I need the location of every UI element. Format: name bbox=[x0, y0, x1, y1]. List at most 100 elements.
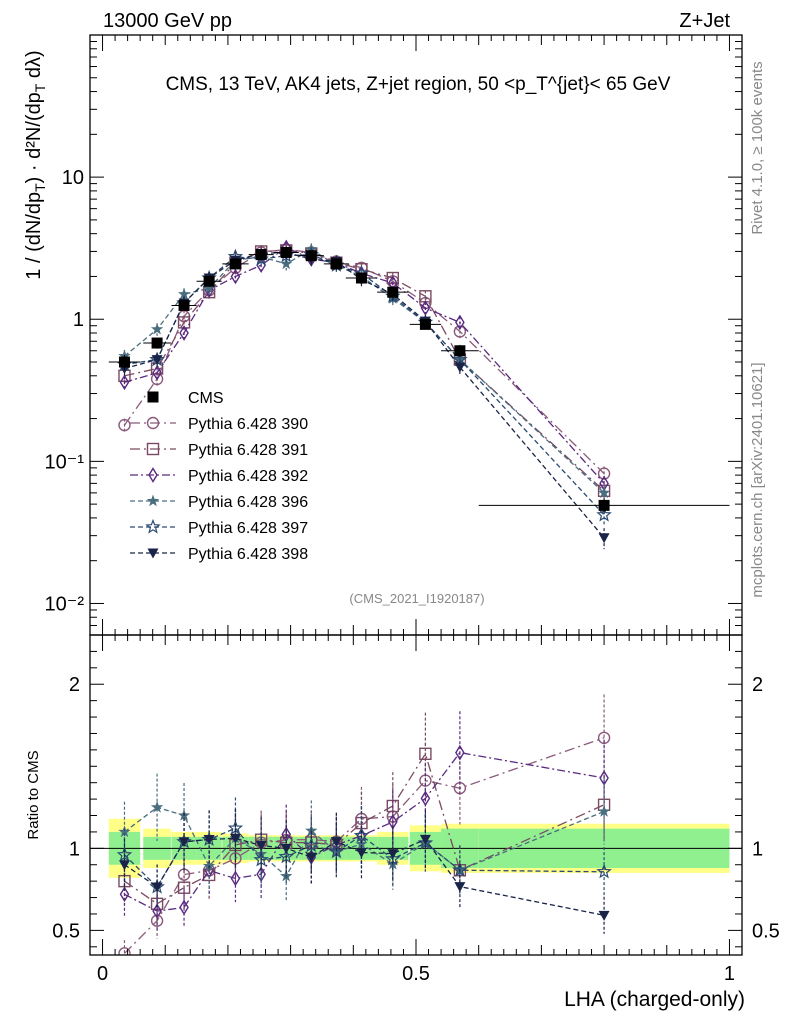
legend-entry-data: CMS bbox=[147, 390, 224, 407]
series-point-2-2 bbox=[179, 325, 189, 341]
series-point-0-0 bbox=[118, 418, 131, 432]
data-point-6 bbox=[280, 246, 292, 258]
xtick-label-1: 0.5 bbox=[402, 963, 430, 985]
data-point-1 bbox=[151, 337, 163, 349]
data-point-4 bbox=[229, 258, 241, 270]
series-point-3-1 bbox=[150, 322, 164, 335]
ytick-label-1: 10⁻¹ bbox=[45, 451, 85, 473]
legend-label-2: Pythia 6.428 392 bbox=[188, 468, 308, 485]
series-point-2-4 bbox=[230, 268, 241, 285]
legend-label-5: Pythia 6.428 398 bbox=[188, 546, 308, 563]
series-point-4-13 bbox=[596, 506, 612, 522]
mcplots-label: mcplots.cern.ch [arXiv:2401.10621] bbox=[749, 362, 766, 597]
main-panel: 10⁻² 10⁻¹ 1 10 bbox=[45, 34, 743, 636]
legend-marker-2 bbox=[148, 467, 158, 483]
data-point-8 bbox=[330, 258, 342, 270]
data-point-13 bbox=[598, 499, 610, 511]
legend-entry-1: Pythia 6.428 391 bbox=[130, 442, 308, 459]
legend-entry-2: Pythia 6.428 392 bbox=[130, 467, 308, 485]
ratio-point-1-11 bbox=[419, 747, 432, 760]
legend: CMS Pythia 6.428 390 Pythia 6.428 391 Pythi… bbox=[130, 390, 308, 563]
ratio-point-5-1 bbox=[151, 882, 163, 893]
legend-entry-3: Pythia 6.428 396 bbox=[130, 494, 308, 511]
energy-label: 13000 GeV pp bbox=[103, 10, 232, 32]
ratio-point-4-0 bbox=[116, 846, 133, 862]
data-point-2 bbox=[178, 299, 190, 311]
xtick-label-2: 1 bbox=[724, 963, 735, 985]
data-point-10 bbox=[387, 286, 399, 298]
ratio-point-5-10 bbox=[387, 849, 399, 860]
series-point-3-13 bbox=[597, 486, 611, 499]
ratio-point-5-0 bbox=[118, 860, 130, 871]
series-point-5-13 bbox=[598, 533, 610, 544]
ratio-point-5-6 bbox=[280, 843, 292, 854]
ratio-point-5-4 bbox=[229, 833, 241, 844]
legend-marker-4 bbox=[145, 518, 161, 534]
ratio-point-4-6 bbox=[278, 848, 294, 864]
rtick-label-right-2: 2 bbox=[752, 674, 763, 696]
series-point-3-6 bbox=[280, 257, 293, 270]
data-point-9 bbox=[355, 272, 367, 284]
series-point-0-13 bbox=[597, 467, 611, 480]
data-point-0 bbox=[118, 356, 130, 368]
ratio-point-2-2 bbox=[179, 899, 189, 916]
ytick-label-3: 10 bbox=[62, 167, 84, 189]
legend-marker-0 bbox=[146, 416, 160, 430]
data-point-11 bbox=[419, 318, 431, 330]
rtick-label-right-1: 1 bbox=[752, 838, 763, 860]
legend-label-1: Pythia 6.428 391 bbox=[188, 442, 308, 459]
legend-entry-0: Pythia 6.428 390 bbox=[130, 416, 308, 433]
rivet-label: Rivet 4.1.0, ≥ 100k events bbox=[749, 61, 766, 234]
analysis-watermark: (CMS_2021_I1920187) bbox=[349, 591, 484, 606]
ratio-point-3-0 bbox=[118, 825, 131, 838]
main-ylabel: 1 / (dN/dpT) · d²N/(dpT dλ) bbox=[23, 50, 48, 279]
rtick-label-left-2: 2 bbox=[69, 674, 80, 696]
series-point-2-12 bbox=[455, 314, 465, 331]
ratio-point-5-3 bbox=[203, 834, 215, 845]
legend-label-4: Pythia 6.428 397 bbox=[188, 520, 308, 537]
legend-entry-5: Pythia 6.428 398 bbox=[130, 546, 308, 563]
ytick-label-0: 10⁻² bbox=[45, 593, 85, 615]
ratio-point-4-13 bbox=[596, 863, 612, 879]
ratio-series-group bbox=[116, 694, 612, 955]
ratio-point-0-0 bbox=[118, 947, 131, 955]
ratio-line-5 bbox=[124, 837, 605, 916]
ratio-line-0 bbox=[124, 737, 605, 954]
ratio-point-3-1 bbox=[150, 800, 164, 813]
ratio-panel: 0 0.5 1 0.5 0.5 1 1 2 2 bbox=[52, 634, 780, 985]
legend-marker-3 bbox=[146, 494, 160, 507]
ratio-point-5-12 bbox=[454, 882, 466, 893]
series-point-5-1 bbox=[151, 355, 163, 366]
ratio-point-2-1 bbox=[152, 903, 162, 919]
legend-label-3: Pythia 6.428 396 bbox=[188, 494, 308, 511]
ratio-point-5-9 bbox=[355, 848, 367, 859]
ratio-ylabel: Ratio to CMS bbox=[25, 750, 42, 839]
ratio-point-5-11 bbox=[419, 834, 431, 845]
ratio-point-4-9 bbox=[353, 827, 370, 843]
legend-label-data: CMS bbox=[188, 390, 224, 407]
rtick-label-left-1: 1 bbox=[69, 838, 80, 860]
x-axis-label: LHA (charged-only) bbox=[564, 988, 745, 1011]
series-point-0-12 bbox=[453, 325, 467, 338]
svg-text:1 / (dN/dpT) · d²N/(dpT dλ): 1 / (dN/dpT) · d²N/(dpT dλ) bbox=[23, 50, 48, 279]
legend-label-0: Pythia 6.428 390 bbox=[188, 416, 308, 433]
ratio-point-3-7 bbox=[305, 824, 318, 836]
ratio-point-3-13 bbox=[597, 805, 611, 817]
xtick-label-0: 0 bbox=[97, 963, 108, 985]
data-point-12 bbox=[454, 345, 466, 357]
ratio-point-5-8 bbox=[330, 837, 342, 848]
process-label: Z+Jet bbox=[679, 10, 730, 32]
series-line-5 bbox=[124, 251, 605, 539]
legend-marker-data bbox=[147, 391, 159, 403]
ratio-line-4 bbox=[124, 827, 605, 888]
legend-marker-5 bbox=[147, 548, 159, 559]
legend-entry-4: Pythia 6.428 397 bbox=[130, 518, 308, 537]
ratio-point-2-0 bbox=[119, 886, 130, 903]
series-point-5-12 bbox=[454, 362, 466, 373]
ratio-point-2-12 bbox=[455, 744, 465, 761]
series-point-3-2 bbox=[177, 287, 191, 300]
ratio-line-2 bbox=[124, 751, 605, 912]
ratio-point-1-3 bbox=[202, 868, 216, 882]
ratio-point-2-4 bbox=[230, 870, 241, 887]
